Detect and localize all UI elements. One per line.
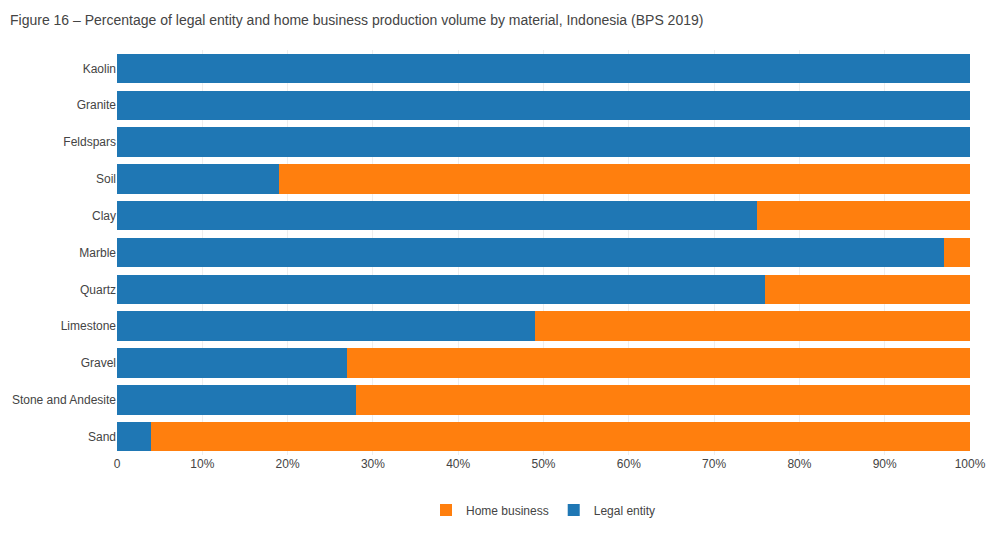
svg-text:Home business: Home business	[466, 504, 549, 518]
svg-text:30%: 30%	[361, 457, 385, 471]
svg-text:Granite: Granite	[77, 98, 117, 112]
svg-text:100%: 100%	[955, 457, 986, 471]
svg-text:Feldspars: Feldspars	[63, 135, 116, 149]
svg-text:70%: 70%	[702, 457, 726, 471]
svg-text:Kaolin: Kaolin	[83, 62, 116, 76]
svg-text:20%: 20%	[276, 457, 300, 471]
svg-text:Stone and Andesite: Stone and Andesite	[12, 393, 116, 407]
svg-text:Limestone: Limestone	[61, 319, 117, 333]
svg-text:Sand: Sand	[88, 430, 116, 444]
svg-text:10%: 10%	[190, 457, 214, 471]
svg-text:Figure 16 – Percentage of lega: Figure 16 – Percentage of legal entity a…	[10, 12, 703, 28]
svg-text:Quartz: Quartz	[80, 283, 116, 297]
svg-text:0: 0	[114, 457, 121, 471]
svg-text:60%: 60%	[617, 457, 641, 471]
svg-text:Gravel: Gravel	[81, 356, 116, 370]
svg-text:90%: 90%	[873, 457, 897, 471]
svg-text:80%: 80%	[787, 457, 811, 471]
svg-text:40%: 40%	[446, 457, 470, 471]
svg-text:50%: 50%	[531, 457, 555, 471]
svg-text:Marble: Marble	[79, 246, 116, 260]
svg-text:Clay: Clay	[92, 209, 116, 223]
svg-text:Soil: Soil	[96, 172, 116, 186]
svg-text:Legal entity: Legal entity	[594, 504, 655, 518]
